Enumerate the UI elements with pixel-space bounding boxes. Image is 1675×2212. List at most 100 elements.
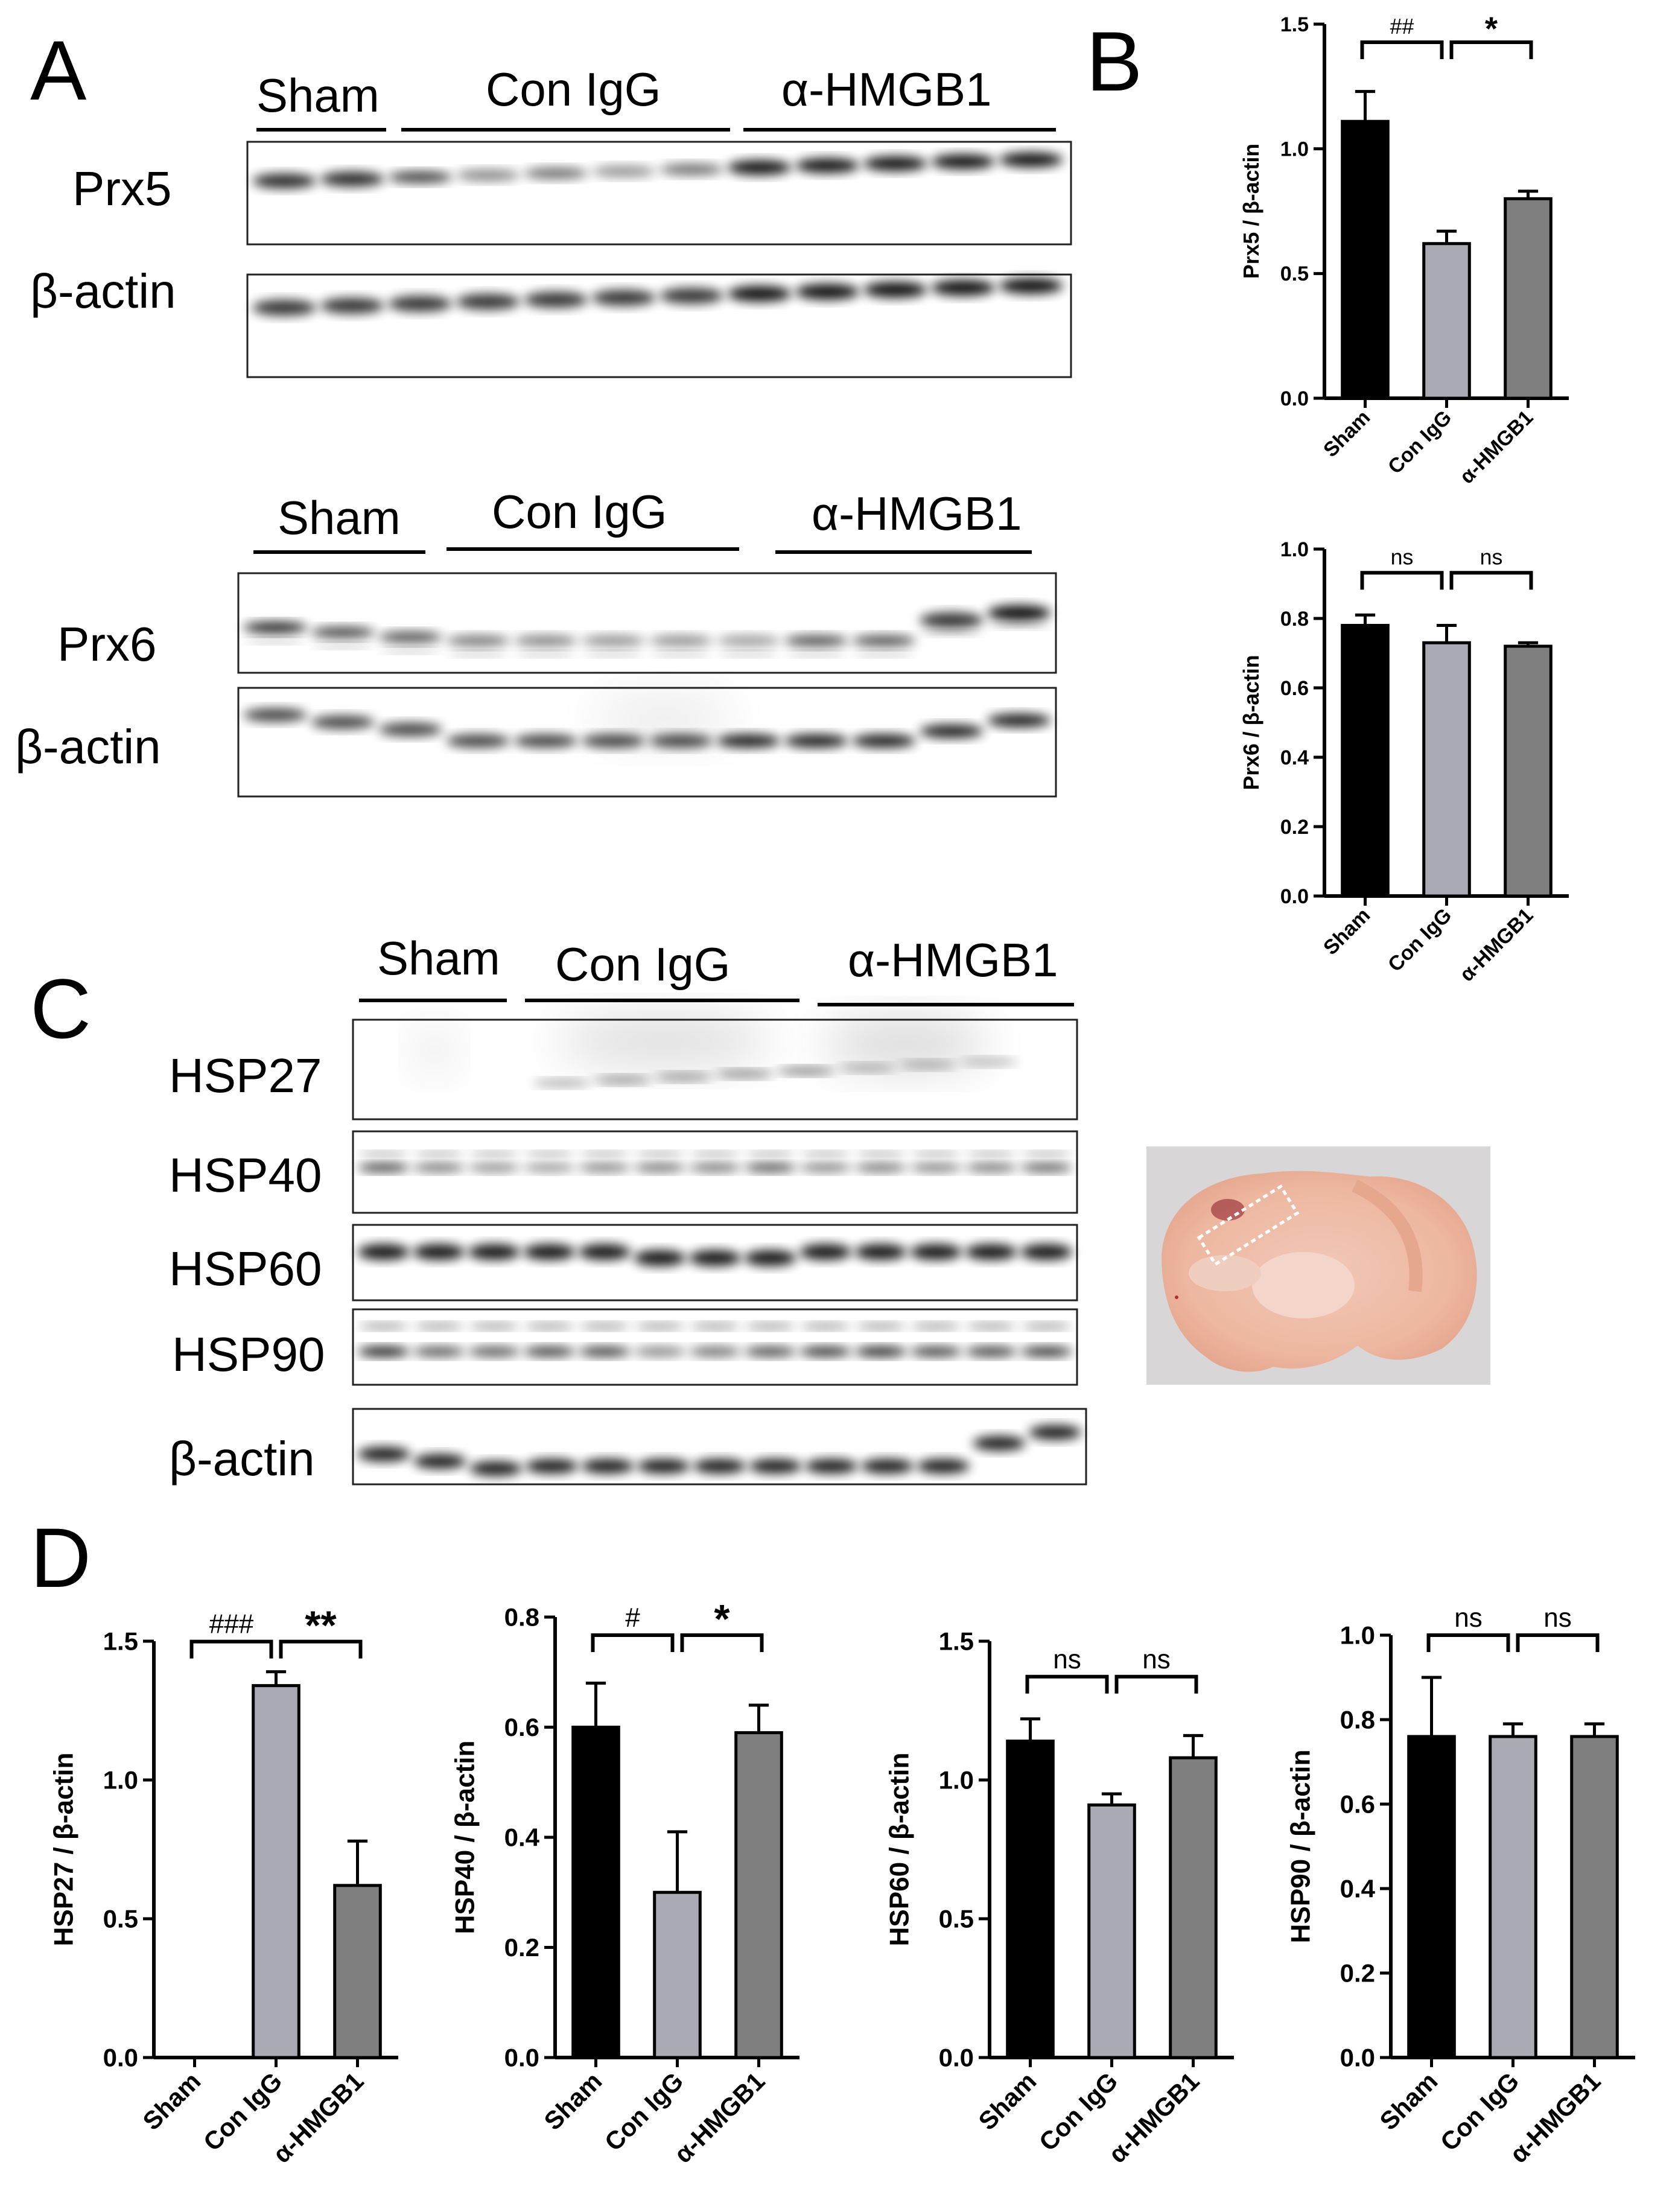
y-tick-label: 0.5 xyxy=(1280,262,1309,285)
blot-band xyxy=(688,1347,742,1356)
panel-label-d: D xyxy=(30,1510,91,1605)
blot-band xyxy=(917,1459,970,1473)
x-tick-label: α-HMGB1 xyxy=(1455,406,1537,488)
x-tick-label: Sham xyxy=(137,2067,206,2135)
significance-bracket xyxy=(1114,1674,1198,1694)
blot-band xyxy=(749,1459,802,1473)
blot-band xyxy=(446,635,510,646)
y-tick-label: 0.0 xyxy=(1280,387,1309,410)
blot-band xyxy=(469,1323,520,1329)
bar-con-igg xyxy=(1489,1735,1537,2059)
blot-band xyxy=(523,1244,576,1260)
blot-bands-hsp90 xyxy=(357,1323,1073,1356)
blot-band xyxy=(320,297,384,314)
panel-label-a: A xyxy=(30,23,87,118)
blot-band xyxy=(744,1250,796,1266)
significance-bracket xyxy=(591,1633,675,1652)
blot-band xyxy=(525,1459,578,1473)
blot-band xyxy=(591,290,656,306)
blot-band xyxy=(960,1058,1018,1066)
blot-band xyxy=(911,1152,961,1157)
x-tick-label: Sham xyxy=(1319,904,1375,959)
group-label-hmgb1: α-HMGB1 xyxy=(812,487,1022,540)
group-label-con-igg: Con IgG xyxy=(492,485,667,538)
blot-band xyxy=(856,1323,906,1329)
blot-membrane-hsp40 xyxy=(352,1130,1078,1214)
blot-band xyxy=(716,1070,774,1078)
blot-band xyxy=(853,652,915,656)
blot-band xyxy=(244,638,306,643)
blot-row-label-hsp60: HSP60 xyxy=(169,1242,322,1295)
blot-band xyxy=(378,632,442,643)
blot-band xyxy=(800,1323,851,1329)
blot-row-label-hsp90: HSP90 xyxy=(172,1327,325,1381)
blot-band xyxy=(693,1459,746,1473)
y-tick-label: 0.5 xyxy=(103,1905,138,1933)
blot-band xyxy=(513,734,578,748)
y-tick-label: 0.5 xyxy=(939,1905,974,1933)
blot-band xyxy=(358,1323,408,1329)
blot-band xyxy=(456,170,520,181)
y-tick-label: 1.0 xyxy=(939,1766,974,1794)
significance-label: ns xyxy=(1142,1645,1171,1674)
blot-prx5-group: Sham Con IgG α-HMGB1 Prx5 β-actin xyxy=(30,63,1072,378)
blot-row-label-actin: β-actin xyxy=(15,720,161,774)
bar-hmgb1 xyxy=(1504,644,1553,898)
blot-band xyxy=(660,288,724,304)
blot-membrane-actin-a1 xyxy=(246,273,1072,378)
y-tick-label: 1.5 xyxy=(939,1627,974,1656)
blot-band xyxy=(727,160,792,175)
significance-bracket xyxy=(1449,571,1533,590)
blot-band xyxy=(468,1163,520,1172)
y-axis-label: HSP27 / β-actin xyxy=(49,1753,79,1947)
y-tick-label: 0.8 xyxy=(504,1603,539,1632)
blot-band xyxy=(988,624,1050,629)
y-tick-label: 0.6 xyxy=(1280,677,1309,700)
blot-row-label-actin: β-actin xyxy=(169,1432,315,1486)
x-tick-label: Con IgG xyxy=(1384,406,1456,478)
blot-band xyxy=(910,1347,962,1356)
significance-label: ns xyxy=(1053,1645,1081,1674)
blot-band xyxy=(447,652,509,656)
x-tick-label: α-HMGB1 xyxy=(1455,904,1537,986)
blot-band xyxy=(413,1347,465,1356)
blot-band xyxy=(799,1163,852,1172)
blot-hsp-group: Sham Con IgG α-HMGB1 HSP27 HSP40 HSP60 H… xyxy=(169,932,1087,1486)
blot-bands-hsp27 xyxy=(416,1017,1018,1087)
blot-background-smudge xyxy=(416,1029,453,1071)
blot-bands-actin-c xyxy=(357,1425,1082,1476)
blot-band xyxy=(469,1461,523,1476)
blot-band xyxy=(965,1163,1017,1172)
blot-background-smudge xyxy=(555,1017,772,1065)
blot-band xyxy=(594,1076,652,1084)
blot-band xyxy=(413,1244,465,1260)
blot-bands-actin-a2 xyxy=(243,694,1051,748)
significance-bracket xyxy=(1360,40,1444,59)
blot-band xyxy=(413,1454,466,1469)
blot-band xyxy=(515,652,576,656)
blot-band xyxy=(649,635,713,646)
blot-bands-prx6 xyxy=(243,605,1051,656)
blot-band xyxy=(524,291,588,308)
blot-band xyxy=(581,635,646,646)
blot-band xyxy=(999,278,1063,294)
blot-membrane-prx6 xyxy=(237,572,1057,674)
blot-row-label-prx5: Prx5 xyxy=(72,162,172,215)
significance-label: ns xyxy=(1480,545,1503,569)
blot-band xyxy=(745,1323,795,1329)
bar-sham xyxy=(1341,119,1390,400)
blot-band xyxy=(852,734,916,748)
blot-band xyxy=(854,1244,907,1260)
x-tick-label: Sham xyxy=(1319,406,1375,462)
blot-band xyxy=(799,1347,852,1356)
blot-band xyxy=(650,652,711,656)
blot-band xyxy=(591,166,656,177)
x-tick-label: Sham xyxy=(973,2067,1041,2135)
panel-label-c: C xyxy=(30,961,91,1056)
y-tick-label: 1.5 xyxy=(1280,13,1309,36)
blot-band xyxy=(1029,1425,1082,1440)
significance-bracket xyxy=(189,1639,273,1659)
x-tick-label: Sham xyxy=(538,2067,607,2135)
bar-con-igg xyxy=(252,1684,300,2059)
